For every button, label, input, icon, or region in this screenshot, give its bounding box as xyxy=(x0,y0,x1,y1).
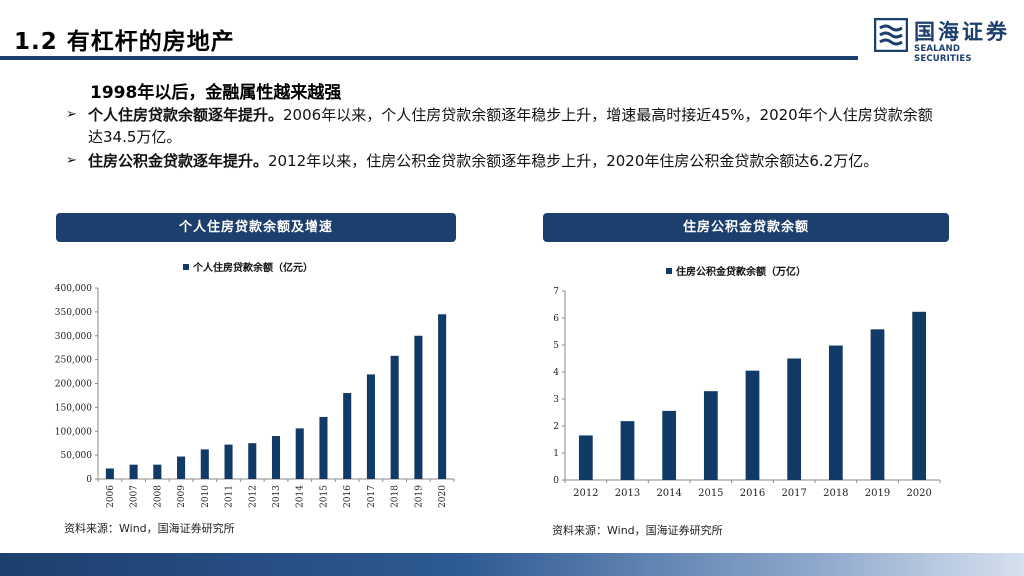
legend-label: 住房公积金贷款余额（万亿） xyxy=(676,265,806,278)
x-tick-label: 2013 xyxy=(272,485,282,508)
y-tick-label: 400,000 xyxy=(55,284,92,294)
bullet-item-mortgage: ➢ 个人住房贷款余额逐年提升。2006年以来，个人住房贷款余额逐年稳步上升，增速… xyxy=(66,104,946,148)
bullet-bold-lead: 住房公积金贷款逐年提升。 xyxy=(88,152,269,170)
source-note-left: 资料来源：Wind，国海证券研究所 xyxy=(64,522,235,535)
source-note-right: 资料来源：Wind，国海证券研究所 xyxy=(552,524,723,537)
x-tick-label: 2019 xyxy=(865,488,890,499)
x-tick-label: 2011 xyxy=(225,485,235,508)
bar-2010 xyxy=(200,449,209,479)
y-tick-label: 350,000 xyxy=(55,308,92,318)
y-tick-label: 50,000 xyxy=(61,451,93,461)
x-tick-label: 2015 xyxy=(319,485,329,508)
header-divider xyxy=(0,56,858,60)
chart-legend: 住房公积金贷款余额（万亿） xyxy=(666,265,806,278)
provident-fund-chart: 住房公积金贷款余额（万亿） 0 1 2 3 4 5 6 7 2012 2013 2014 2015 201… xyxy=(553,265,941,499)
bar-2016 xyxy=(745,370,760,480)
left-chart-header: 个人住房贷款余额及增速 xyxy=(56,213,456,242)
bar-2019 xyxy=(414,335,423,479)
bar-2013 xyxy=(620,421,635,480)
x-tick-label: 2020 xyxy=(906,488,931,499)
bar-2017 xyxy=(366,374,375,479)
mortgage-balance-chart: 个人住房贷款余额（亿元） 0 50,000 100,000 150,000 200,000… xyxy=(55,261,455,508)
company-logo: 国海证券 SEALAND SECURITIES xyxy=(874,14,1019,64)
x-tick-label: 2009 xyxy=(177,485,187,508)
y-tick-label: 0 xyxy=(553,476,559,486)
arrow-bullet-icon: ➢ xyxy=(66,107,77,122)
section-heading: 1998年以后，金融属性越来越强 xyxy=(90,83,342,103)
bar-2006 xyxy=(105,468,114,479)
bar-2011 xyxy=(224,444,233,479)
bar-2008 xyxy=(153,464,162,479)
x-tick-label: 2015 xyxy=(698,488,723,499)
bar-2018 xyxy=(828,345,843,480)
y-tick-label: 1 xyxy=(553,449,559,459)
x-tick-label: 2016 xyxy=(343,485,353,508)
x-tick-label: 2017 xyxy=(781,488,806,499)
page-title: 1.2 有杠杆的房地产 xyxy=(14,29,235,55)
bar-2012 xyxy=(248,443,257,479)
x-tick-label: 2020 xyxy=(438,485,448,508)
footer-bar xyxy=(0,553,1024,576)
x-tick-label: 2014 xyxy=(656,488,681,499)
y-tick-label: 300,000 xyxy=(55,332,92,342)
bar-2020 xyxy=(438,314,447,479)
x-tick-label: 2017 xyxy=(367,485,377,508)
chart-legend: 个人住房贷款余额（亿元） xyxy=(183,261,313,274)
bar-2015 xyxy=(319,416,328,479)
legend-swatch xyxy=(183,264,189,270)
x-tick-label: 2016 xyxy=(740,488,765,499)
bar-2007 xyxy=(129,464,138,479)
y-tick-label: 3 xyxy=(553,395,559,405)
bar-2016 xyxy=(343,393,352,479)
bar-2012 xyxy=(578,435,593,480)
x-tick-label: 2012 xyxy=(248,485,258,508)
x-tick-label: 2019 xyxy=(414,485,424,508)
arrow-bullet-icon: ➢ xyxy=(66,153,77,168)
bullet-body: 2012年以来，住房公积金贷款余额逐年稳步上升，2020年住房公积金贷款余额达6… xyxy=(268,152,879,170)
x-tick-label: 2018 xyxy=(391,485,401,508)
legend-label: 个人住房贷款余额（亿元） xyxy=(192,261,313,274)
legend-swatch xyxy=(666,268,672,274)
bar-2018 xyxy=(390,355,399,479)
x-tick-label: 2014 xyxy=(296,485,306,508)
logo-english-name: SEALAND SECURITIES xyxy=(914,44,972,64)
bar-2017 xyxy=(787,358,802,480)
x-tick-label: 2018 xyxy=(823,488,848,499)
x-tick-label: 2012 xyxy=(573,488,598,499)
bullet-bold-lead: 个人住房贷款余额逐年提升。 xyxy=(88,106,284,124)
x-tick-label: 2007 xyxy=(130,485,140,508)
bar-2009 xyxy=(177,456,186,479)
x-tick-label: 2013 xyxy=(615,488,640,499)
y-tick-label: 0 xyxy=(86,475,92,485)
bullet-item-provident-fund: ➢ 住房公积金贷款逐年提升。2012年以来，住房公积金贷款余额逐年稳步上升，20… xyxy=(66,150,946,172)
y-tick-label: 5 xyxy=(553,341,559,351)
y-tick-label: 100,000 xyxy=(55,427,92,437)
y-tick-label: 2 xyxy=(553,422,559,432)
y-tick-label: 6 xyxy=(553,314,559,324)
bar-2019 xyxy=(870,329,885,480)
bullet-body: 2006年以来，个人住房贷款余额逐年稳步上升，增速最高时接近45%，2020年个… xyxy=(88,106,933,146)
logo-chinese-name: 国海证券 xyxy=(914,20,1010,44)
y-tick-label: 250,000 xyxy=(55,356,92,366)
y-tick-label: 4 xyxy=(553,368,559,378)
sealand-logo-icon xyxy=(874,18,908,52)
bar-2020 xyxy=(912,311,927,480)
x-tick-label: 2006 xyxy=(106,485,116,508)
x-tick-label: 2008 xyxy=(153,485,163,508)
bar-2014 xyxy=(662,410,677,480)
y-tick-label: 7 xyxy=(553,287,559,297)
y-tick-label: 150,000 xyxy=(55,403,92,413)
bar-2014 xyxy=(295,428,304,479)
y-tick-label: 200,000 xyxy=(55,380,92,390)
bar-2015 xyxy=(703,391,718,480)
bar-2013 xyxy=(271,436,281,479)
x-tick-label: 2010 xyxy=(201,485,211,508)
right-chart-header: 住房公积金贷款余额 xyxy=(543,213,949,242)
